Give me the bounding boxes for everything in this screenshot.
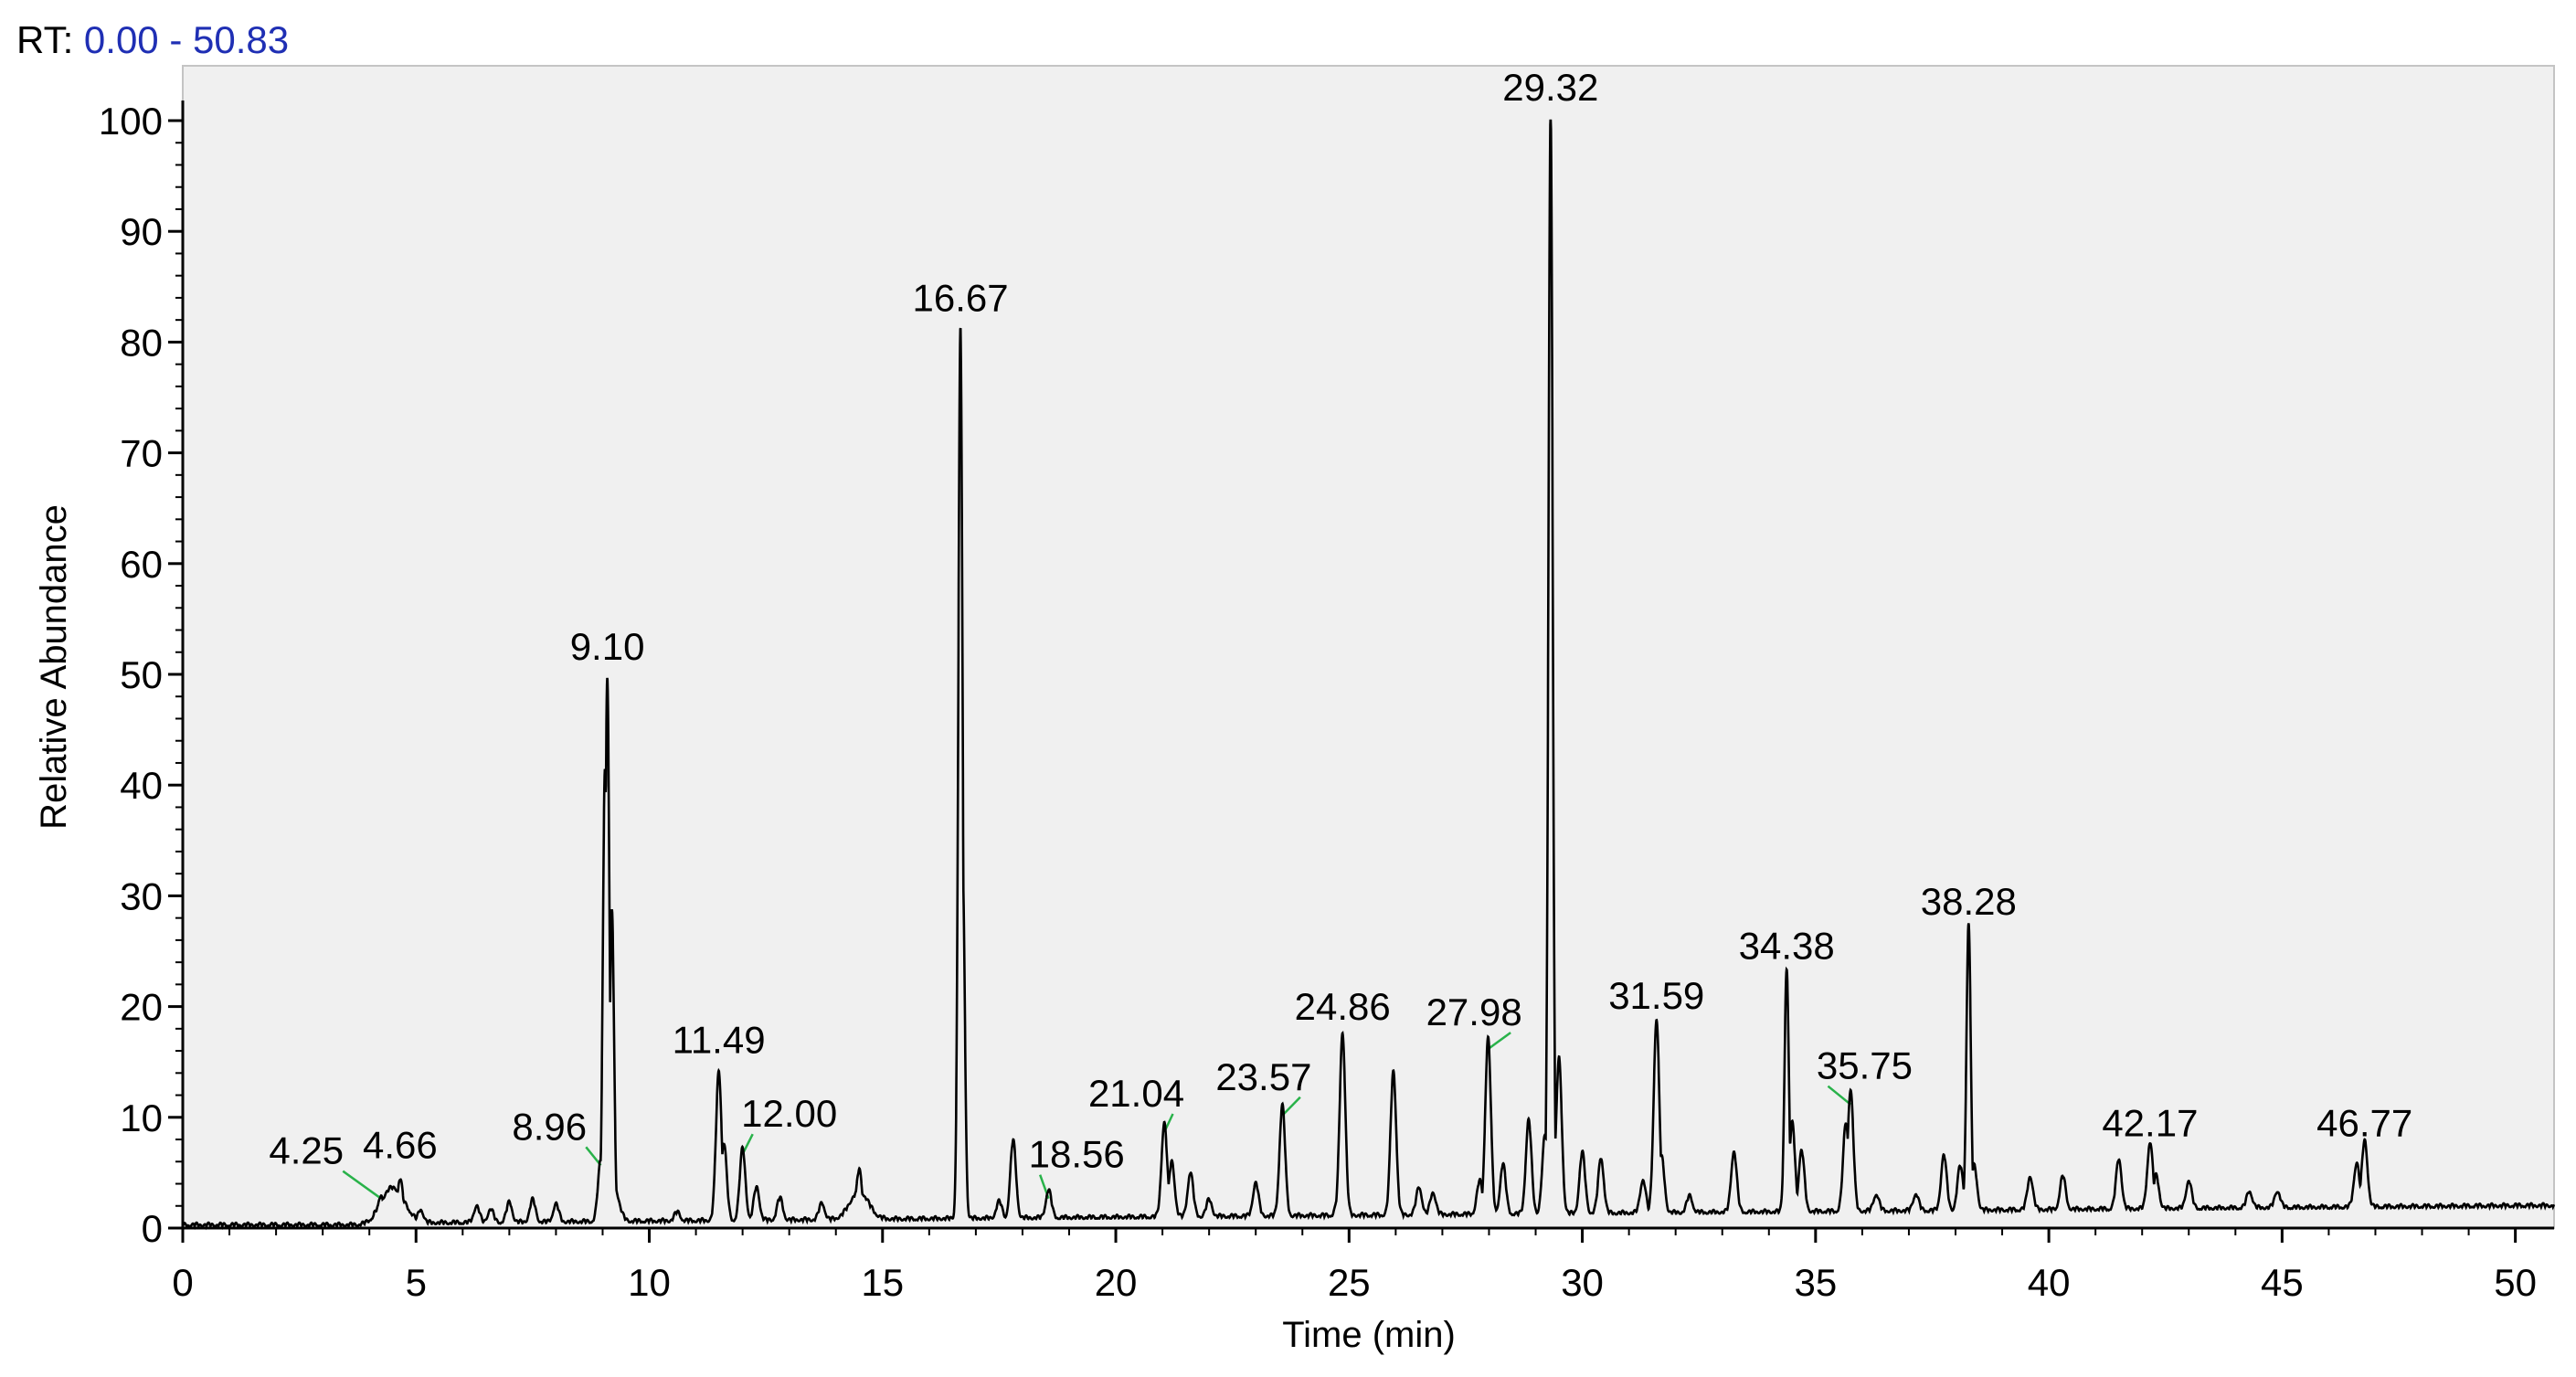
- y-tick-label: 50: [120, 653, 163, 696]
- x-tick-label: 50: [2494, 1261, 2537, 1304]
- y-axis-ticks: 0 10 20 30 40 50 60 70 80 90 100: [99, 100, 183, 1250]
- y-tick-label: 100: [99, 100, 163, 143]
- rt-range: 0.00 - 50.83: [83, 18, 290, 61]
- peak-leader-line: [1487, 1032, 1511, 1051]
- peak-label: 4.66: [363, 1124, 438, 1167]
- peak-label: 34.38: [1739, 924, 1835, 967]
- peak-leader-line: [1281, 1096, 1301, 1117]
- x-tick-label: 30: [1561, 1261, 1604, 1304]
- plot-background: [182, 65, 2555, 1229]
- peak-label: 9.10: [570, 625, 645, 668]
- peak-label: 29.32: [1502, 66, 1598, 109]
- peak-label: 11.49: [673, 1018, 766, 1061]
- peak-label: 16.67: [912, 276, 1008, 319]
- peak-label: 8.96: [512, 1105, 587, 1148]
- y-tick-label: 30: [120, 874, 163, 917]
- peak-leader-line: [342, 1170, 382, 1200]
- x-tick-label: 20: [1095, 1261, 1138, 1304]
- x-tick-label: 40: [2028, 1261, 2071, 1304]
- x-tick-label: 25: [1328, 1261, 1371, 1304]
- peak-labels: 4.25 4.66 8.96 9.10 11.49 12.00 16.67 18.56 21.0…: [269, 66, 2412, 1176]
- peak-label: 24.86: [1295, 985, 1391, 1028]
- y-tick-label: 10: [120, 1096, 163, 1139]
- rt-header: RT: 0.00 - 50.83: [16, 18, 289, 62]
- peak-label: 31.59: [1608, 974, 1704, 1017]
- x-axis-title: Time (min): [1282, 1315, 1456, 1355]
- x-tick-label: 0: [172, 1261, 193, 1304]
- y-tick-label: 80: [120, 321, 163, 364]
- rt-label: RT:: [16, 18, 74, 61]
- x-tick-label: 35: [1794, 1261, 1837, 1304]
- x-tick-label: 5: [406, 1261, 427, 1304]
- peak-label: 35.75: [1817, 1044, 1913, 1087]
- x-tick-label: 15: [861, 1261, 904, 1304]
- peak-leader-line: [585, 1146, 602, 1167]
- peak-label: 46.77: [2316, 1101, 2412, 1144]
- y-tick-label: 20: [120, 986, 163, 1029]
- peak-label: 42.17: [2102, 1101, 2198, 1144]
- x-tick-label: 10: [628, 1261, 671, 1304]
- x-axis-ticks: 0 5 10 15 20 25 30 35 40 45 50: [172, 1228, 2537, 1304]
- peak-label: 23.57: [1215, 1055, 1311, 1098]
- y-tick-label: 90: [120, 210, 163, 253]
- y-tick-label: 60: [120, 543, 163, 586]
- peak-label: 18.56: [1029, 1133, 1125, 1176]
- peak-label: 21.04: [1088, 1072, 1184, 1115]
- y-tick-label: 0: [142, 1207, 163, 1250]
- peak-label: 27.98: [1426, 990, 1522, 1033]
- peak-label: 38.28: [1921, 880, 2017, 923]
- peak-label: 4.25: [269, 1129, 344, 1172]
- y-tick-label: 40: [120, 764, 163, 807]
- chromatogram-trace: [181, 119, 2556, 1231]
- x-tick-label: 45: [2261, 1261, 2304, 1304]
- y-axis-title: Relative Abundance: [34, 504, 74, 830]
- y-tick-label: 70: [120, 432, 163, 475]
- peak-label: 12.00: [741, 1092, 837, 1135]
- peak-leader-line: [1827, 1085, 1851, 1106]
